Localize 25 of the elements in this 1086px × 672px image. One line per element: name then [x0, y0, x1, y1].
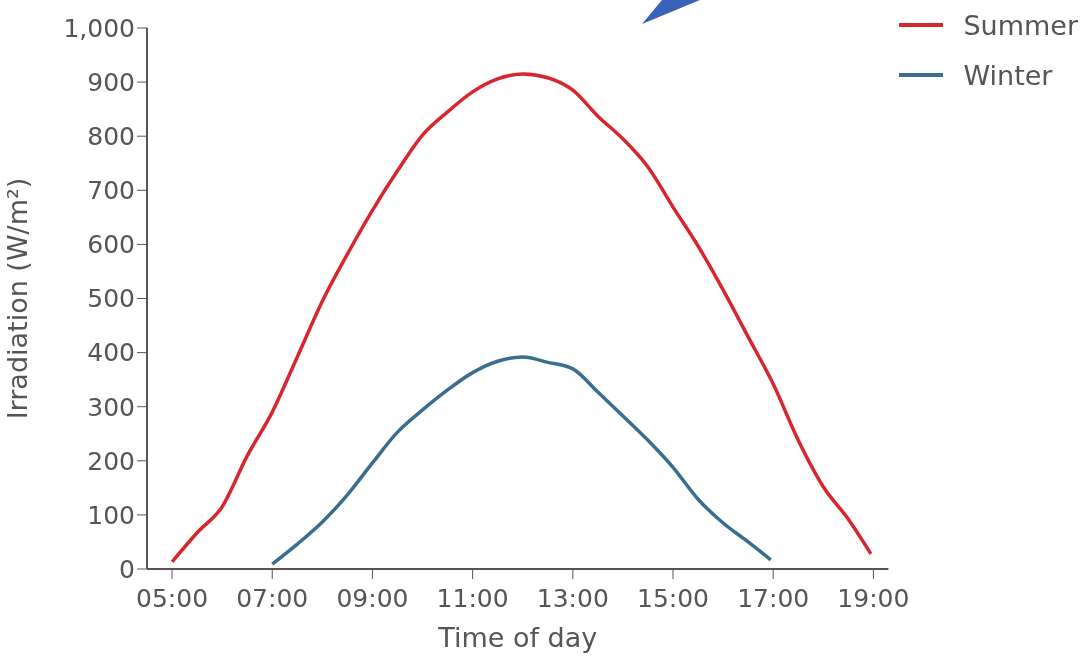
y-tick-label: 400 [87, 338, 135, 368]
x-tick-label: 19:00 [837, 583, 910, 613]
y-tick-label: 100 [87, 500, 135, 530]
y-tick-label: 300 [87, 392, 135, 422]
y-tick-label: 500 [87, 284, 135, 314]
x-tick-label: 11:00 [436, 583, 509, 613]
x-tick-label: 17:00 [737, 583, 810, 613]
x-tick-label: 05:00 [136, 583, 209, 613]
y-tick-label: 700 [87, 176, 135, 206]
line-series [170, 72, 873, 564]
legend-label: Summer [963, 9, 1078, 41]
y-tick-label: 600 [87, 230, 135, 260]
line-series [270, 355, 773, 566]
x-tick-label: 15:00 [636, 583, 710, 613]
y-tick-label: 1,000 [63, 13, 135, 43]
y-tick-label: 900 [87, 67, 135, 97]
legend-label: Winter [963, 59, 1053, 91]
x-tick-label: 13:00 [536, 583, 609, 613]
x-tick-label: 07:00 [236, 583, 309, 613]
x-axis-title: Time of day [437, 622, 598, 653]
y-axis-title: Irradiation (W/m²) [1, 177, 33, 420]
x-tick-label: 09:00 [336, 583, 409, 613]
y-tick-label: 200 [87, 446, 135, 476]
y-tick-label: 0 [119, 554, 135, 584]
y-tick-label: 800 [87, 122, 135, 152]
